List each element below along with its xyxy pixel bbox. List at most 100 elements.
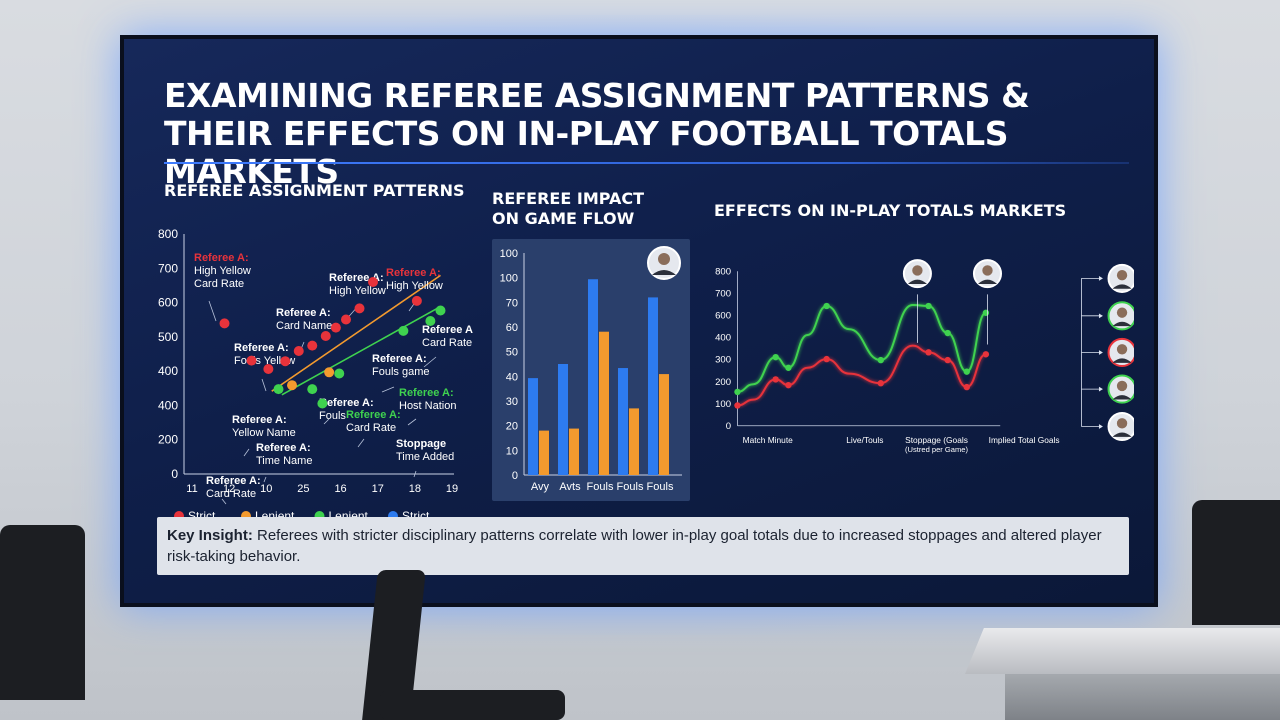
scatter-x-tick-label: 10 xyxy=(260,483,272,495)
line-point-green xyxy=(963,368,970,375)
chair-right xyxy=(1192,500,1280,625)
bar-y-tick-label: 100 xyxy=(500,248,518,260)
bar-category-label: Avy xyxy=(531,481,550,493)
line-y-tick-label: 300 xyxy=(715,355,731,366)
bar-title-line-1: REFEREE IMPACT xyxy=(492,189,645,208)
annotation-leader xyxy=(323,418,330,425)
scatter-annotation-text: Referee A: xyxy=(256,442,311,454)
line-y-tick-label: 400 xyxy=(715,333,731,344)
commentator-avatar-icon-2-body xyxy=(977,279,998,284)
line-point-red xyxy=(982,351,990,358)
line-point-red xyxy=(734,402,741,409)
scatter-annotation-text: Referee A: xyxy=(422,324,474,336)
insight-text: Referees with stricter disciplinary patt… xyxy=(167,527,1102,565)
scatter-annotation-text: High Yellow xyxy=(386,280,443,292)
chair-center-arm xyxy=(380,690,565,720)
participant-avatar-icon-1-body xyxy=(1112,284,1132,289)
bar-category-label: Fouls xyxy=(647,481,674,493)
key-insight-box: Key Insight: Referees with stricter disc… xyxy=(157,517,1129,575)
participant-avatar-icon-5-body xyxy=(1112,432,1132,437)
scatter-y-tick-label: 400 xyxy=(158,364,178,378)
scatter-annotation-text: Referee A: xyxy=(319,397,374,409)
line-y-tick-label: 800 xyxy=(715,266,731,277)
line-x-label: (Ustred per Game) xyxy=(905,445,968,454)
commentator-avatar-icon-1-body xyxy=(907,279,927,284)
line-point-red xyxy=(785,381,792,389)
scatter-x-tick-label: 18 xyxy=(409,483,421,495)
bar-orange xyxy=(659,374,669,475)
legend-label: Strict xyxy=(402,509,430,519)
scatter-point-red xyxy=(354,303,365,314)
arrow-icon xyxy=(1098,313,1103,319)
scatter-point-orange xyxy=(287,380,297,391)
scatter-annotation-text: Time Name xyxy=(256,455,312,467)
line-point-red xyxy=(944,356,951,364)
bar-orange xyxy=(599,331,609,475)
bar-y-tick-label: 100 xyxy=(500,273,518,285)
line-y-tick-label: 700 xyxy=(715,288,731,299)
bar-blue xyxy=(558,364,568,475)
line-point-green xyxy=(734,388,741,396)
line-point-red xyxy=(963,383,970,391)
scatter-annotation-text: Time Added xyxy=(396,451,454,463)
scatter-annotation-text: Host Nation xyxy=(399,400,456,412)
line-x-label: Implied Total Goals xyxy=(989,435,1060,445)
scatter-annotation-text: High Yellow xyxy=(329,285,386,297)
scatter-annotation-text: Referee A: xyxy=(232,414,287,426)
annotation-leader xyxy=(208,300,217,322)
bar-blue xyxy=(588,279,598,475)
line-point-red xyxy=(877,380,884,387)
scatter-annotation-text: Card Rate xyxy=(422,337,472,349)
scatter-x-tick-label: 11 xyxy=(186,483,197,495)
page-title: EXAMINING REFEREE ASSIGNMENT PATTERNS & … xyxy=(164,77,1124,191)
title-line-2: THEIR EFFECTS ON IN-PLAY FOOTBALL TOTALS… xyxy=(164,114,1008,191)
bar-orange xyxy=(569,428,579,475)
title-line-1: EXAMINING REFEREE ASSIGNMENT PATTERNS & xyxy=(164,76,1030,115)
scatter-y-tick-label: 0 xyxy=(171,467,178,481)
annotation-leader xyxy=(261,378,267,392)
annotation-leader xyxy=(423,356,437,368)
bar-title-line-2: ON GAME FLOW xyxy=(492,209,635,228)
line-x-label: Match Minute xyxy=(743,435,794,445)
participant-avatar-icon-5-face xyxy=(1116,418,1128,429)
line-y-tick-label: 200 xyxy=(715,377,731,388)
bar-y-tick-label: 50 xyxy=(506,347,518,359)
scatter-point-red xyxy=(341,314,351,325)
scatter-x-tick-label: 12 xyxy=(223,483,235,495)
commentator-avatar-icon-1-face xyxy=(912,265,923,276)
bar-y-tick-label: 40 xyxy=(506,371,518,383)
bar-blue xyxy=(618,368,628,475)
scatter-annotation-text: Card Rate xyxy=(206,488,256,500)
annotation-leader xyxy=(381,386,395,393)
scatter-annotation-text: Referee A: xyxy=(386,267,441,279)
scatter-point-green xyxy=(398,325,409,336)
scatter-point-red xyxy=(263,364,274,374)
scatter-point-green xyxy=(435,305,446,316)
participant-avatar-icon-3-face xyxy=(1116,344,1128,355)
scatter-point-green xyxy=(317,398,328,409)
scatter-annotation-text: Yellow Name xyxy=(232,427,296,439)
line-chart: 0 100 200 300 400 600 700 800 Match Minute Live/T… xyxy=(715,259,1134,454)
scatter-point-red xyxy=(307,340,318,351)
scatter-annotation-text: Fouls xyxy=(319,410,346,422)
commentator-avatar-icon-2-face xyxy=(982,265,993,276)
bar-category-label: Fouls xyxy=(617,481,644,493)
scatter-y-tick-label: 600 xyxy=(158,296,178,310)
arrow-icon xyxy=(1098,386,1103,392)
legend-label: Strict xyxy=(188,509,216,519)
scatter-annotation-text: Referee A: xyxy=(346,409,401,421)
participant-avatar-icon-2-body xyxy=(1112,321,1132,327)
bar-blue xyxy=(648,297,658,475)
bar-orange xyxy=(629,408,639,475)
scatter-y-tick-label: 500 xyxy=(158,330,178,344)
scatter-annotation-text: Referee A: xyxy=(234,342,289,354)
participant-avatar-icon-4-face xyxy=(1116,380,1128,392)
scatter-y-tick-label: 200 xyxy=(158,433,178,447)
scatter-x-tick-label: 19 xyxy=(446,483,458,495)
insight-label: Key Insight: xyxy=(167,527,253,544)
annotation-leader xyxy=(407,418,417,426)
bar-title: REFEREE IMPACT ON GAME FLOW xyxy=(492,189,644,229)
scatter-x-tick-label: 16 xyxy=(334,483,346,495)
line-y-tick-label: 100 xyxy=(715,399,731,410)
scatter-point-green xyxy=(425,316,436,326)
